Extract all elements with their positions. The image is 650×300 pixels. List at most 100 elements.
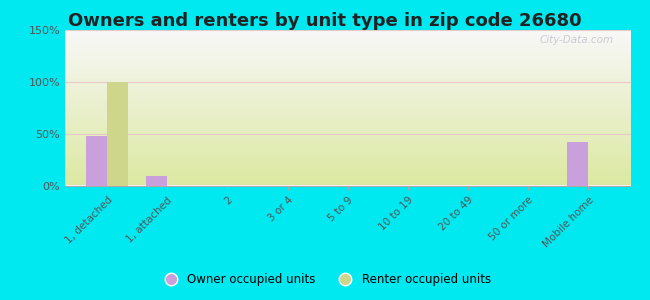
Legend: Owner occupied units, Renter occupied units: Owner occupied units, Renter occupied un… [154, 269, 496, 291]
Bar [65, 123, 636, 124]
Bar [65, 70, 636, 71]
Bar [65, 171, 636, 173]
Bar [65, 31, 636, 32]
Bar [65, 96, 636, 98]
Bar [65, 145, 636, 146]
Bar [65, 81, 636, 82]
Bar [65, 149, 636, 151]
Bar [65, 129, 636, 130]
Bar [65, 182, 636, 184]
Bar [65, 74, 636, 76]
Bar [65, 45, 636, 46]
Bar [65, 29, 636, 31]
Bar [65, 62, 636, 64]
Bar [65, 118, 636, 120]
Bar [65, 176, 636, 177]
Bar [65, 117, 636, 118]
Bar [65, 160, 636, 162]
Bar [65, 67, 636, 68]
Bar [65, 90, 636, 92]
Bar [65, 76, 636, 78]
Bar [65, 168, 636, 170]
Bar [65, 179, 636, 181]
Bar [65, 143, 636, 145]
Bar [65, 46, 636, 48]
Bar [65, 82, 636, 84]
Bar [65, 110, 636, 112]
Bar [65, 32, 636, 34]
Bar [65, 115, 636, 117]
Bar [65, 148, 636, 149]
Bar [65, 109, 636, 110]
Bar [65, 173, 636, 174]
Bar [65, 99, 636, 101]
Bar [65, 154, 636, 156]
Bar [65, 134, 636, 135]
Bar [65, 40, 636, 42]
Bar [65, 157, 636, 159]
Bar [65, 42, 636, 43]
Bar [65, 87, 636, 88]
Bar [65, 124, 636, 126]
Bar [65, 156, 636, 157]
Bar [65, 51, 636, 52]
Bar [65, 93, 636, 95]
Bar [65, 78, 636, 79]
Bar [65, 181, 636, 182]
Bar [65, 34, 636, 35]
Bar [65, 107, 636, 109]
Bar [65, 59, 636, 60]
Bar [65, 98, 636, 99]
Bar [146, 176, 167, 186]
Bar [65, 146, 636, 148]
Bar [65, 177, 636, 179]
Bar [65, 174, 636, 176]
Bar [65, 103, 636, 104]
Bar [567, 142, 588, 186]
Bar [65, 73, 636, 74]
Bar [65, 152, 636, 154]
Bar [65, 50, 636, 51]
Bar [65, 104, 636, 106]
Bar [65, 65, 636, 67]
Bar [65, 64, 636, 65]
Bar [65, 121, 636, 123]
Bar [65, 101, 636, 103]
Bar [65, 88, 636, 90]
Bar [65, 57, 636, 59]
Bar [65, 60, 636, 62]
Bar [65, 52, 636, 54]
Bar [65, 137, 636, 138]
Bar [65, 128, 636, 129]
Bar [65, 56, 636, 57]
Bar [65, 54, 636, 56]
Text: City-Data.com: City-Data.com [540, 35, 614, 45]
Bar [65, 135, 636, 137]
Bar [65, 79, 636, 81]
Bar [65, 184, 636, 185]
Bar [65, 120, 636, 121]
Bar [65, 85, 636, 87]
Text: Owners and renters by unit type in zip code 26680: Owners and renters by unit type in zip c… [68, 12, 582, 30]
Bar [65, 37, 636, 39]
Bar [65, 92, 636, 93]
Bar [65, 151, 636, 152]
Bar [65, 162, 636, 164]
Bar [65, 132, 636, 134]
Bar [65, 95, 636, 96]
Bar [65, 43, 636, 45]
Bar [65, 142, 636, 143]
Bar [65, 138, 636, 140]
Bar [65, 112, 636, 113]
Bar [65, 48, 636, 50]
Bar [65, 167, 636, 168]
Bar [65, 130, 636, 132]
Bar [65, 71, 636, 73]
Bar [65, 140, 636, 142]
Bar [65, 84, 636, 85]
Bar [65, 35, 636, 37]
Bar [65, 68, 636, 70]
Bar [107, 82, 128, 186]
Bar [86, 136, 107, 186]
Bar [65, 113, 636, 115]
